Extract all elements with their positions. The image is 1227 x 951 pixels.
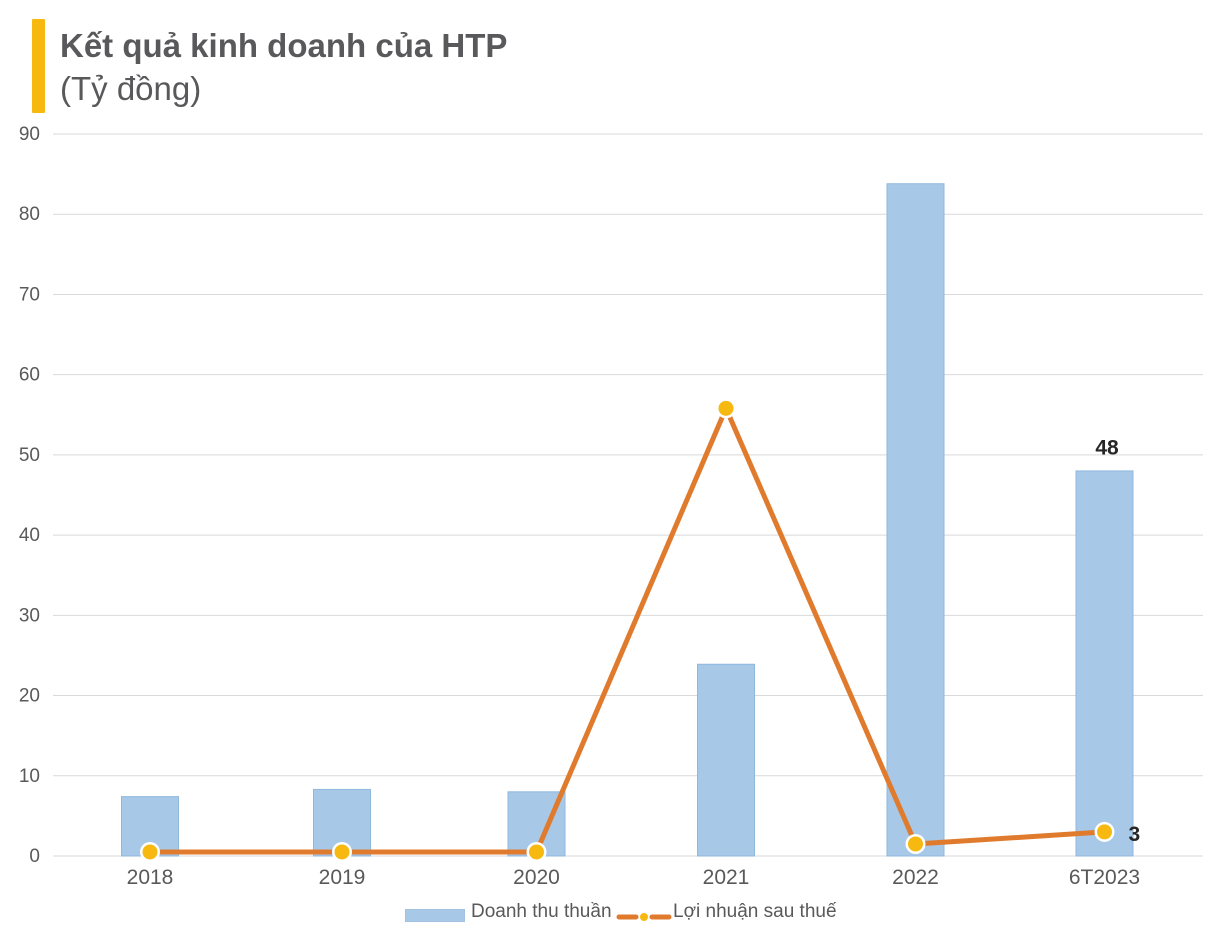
svg-text:50: 50 (19, 445, 40, 466)
svg-text:2022: 2022 (892, 866, 939, 889)
svg-text:80: 80 (19, 204, 40, 225)
svg-text:90: 90 (19, 124, 40, 145)
svg-text:30: 30 (19, 605, 40, 626)
svg-text:48: 48 (1095, 437, 1119, 460)
svg-text:6T2023: 6T2023 (1069, 866, 1140, 889)
svg-text:10: 10 (19, 766, 40, 787)
svg-text:20: 20 (19, 686, 40, 707)
svg-text:40: 40 (19, 525, 40, 546)
svg-text:70: 70 (19, 284, 40, 305)
svg-text:2018: 2018 (127, 866, 174, 889)
svg-text:0: 0 (29, 846, 40, 867)
svg-text:2019: 2019 (319, 866, 366, 889)
svg-text:2020: 2020 (513, 866, 560, 889)
svg-text:2021: 2021 (703, 866, 750, 889)
svg-text:60: 60 (19, 365, 40, 386)
svg-text:3: 3 (1129, 823, 1141, 846)
